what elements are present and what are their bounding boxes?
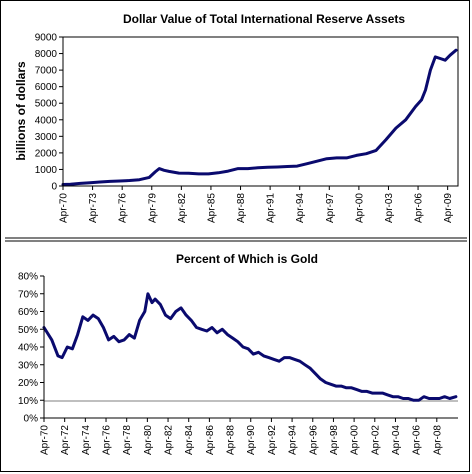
y-tick-label: 1000 — [35, 165, 58, 176]
chart-bottom: Percent of Which is Gold 0% 10% 20% 30% 40% 5… — [18, 252, 458, 455]
x-tick-label: Apr-70 — [40, 425, 51, 455]
chart-top-ylabel: billions of dollars — [14, 61, 28, 161]
y-tick-label: 70% — [18, 289, 38, 300]
y-tick-label: 4000 — [35, 115, 58, 126]
y-tick-label: 80% — [18, 272, 38, 283]
y-tick-label: 9000 — [35, 33, 58, 44]
x-tick-label: Apr-04 — [391, 425, 402, 455]
chart-top-plot-area — [62, 36, 459, 187]
x-tick-label: Apr-90 — [246, 425, 257, 455]
x-tick-label: Apr-82 — [177, 193, 188, 223]
y-tick-label: 10% — [18, 396, 38, 407]
x-tick-label: Apr-72 — [60, 425, 71, 455]
x-tick-label: Apr-91 — [266, 193, 277, 223]
chart-top-y-ticks: 0 1000 2000 3000 4000 5000 6000 7000 8000 9000 — [35, 33, 63, 193]
y-tick-label: 0% — [24, 414, 39, 425]
y-tick-label: 7000 — [35, 66, 58, 77]
x-tick-label: Apr-06 — [412, 425, 423, 455]
x-tick-label: Apr-78 — [122, 425, 133, 455]
chart-bottom-y-ticks: 0% 10% 20% 30% 40% 50% 60% 70% 80% — [18, 272, 44, 425]
x-tick-label: Apr-86 — [205, 425, 216, 455]
x-tick-label: Apr-76 — [102, 425, 113, 455]
x-tick-label: Apr-70 — [59, 193, 70, 223]
x-tick-label: Apr-06 — [414, 193, 425, 223]
x-tick-label: Apr-94 — [295, 193, 306, 223]
y-tick-label: 50% — [18, 325, 38, 336]
x-tick-label: Apr-97 — [325, 193, 336, 223]
x-tick-label: Apr-98 — [329, 425, 340, 455]
x-tick-label: Apr-92 — [267, 425, 278, 455]
chart-top: Dollar Value of Total International Rese… — [14, 12, 459, 223]
x-tick-label: Apr-85 — [206, 193, 217, 223]
chart-top-series-line — [61, 48, 458, 186]
y-tick-label: 6000 — [35, 82, 58, 93]
x-tick-label: Apr-74 — [81, 425, 92, 455]
chart-bottom-title: Percent of Which is Gold — [176, 252, 318, 266]
y-tick-label: 2000 — [35, 148, 58, 159]
x-tick-label: Apr-84 — [184, 425, 195, 455]
y-tick-label: 20% — [18, 378, 38, 389]
chart-bottom-x-ticks: Apr-70 Apr-72 Apr-74 Apr-76 Apr-78 Apr-80 Apr-… — [40, 418, 443, 455]
y-tick-label: 0 — [51, 182, 57, 193]
x-tick-label: Apr-80 — [143, 425, 154, 455]
chart-bottom-series-line — [42, 292, 458, 402]
x-tick-label: Apr-03 — [384, 193, 395, 223]
x-tick-label: Apr-00 — [354, 193, 365, 223]
x-tick-label: Apr-09 — [443, 193, 454, 223]
x-tick-label: Apr-76 — [118, 193, 129, 223]
x-tick-label: Apr-88 — [236, 193, 247, 223]
x-tick-label: Apr-79 — [147, 193, 158, 223]
x-tick-label: Apr-96 — [308, 425, 319, 455]
y-tick-label: 40% — [18, 343, 38, 354]
y-tick-label: 60% — [18, 307, 38, 318]
y-tick-label: 30% — [18, 360, 38, 371]
x-tick-label: Apr-02 — [370, 425, 381, 455]
chart-top-title: Dollar Value of Total International Rese… — [123, 12, 405, 26]
x-tick-label: Apr-00 — [350, 425, 361, 455]
x-tick-label: Apr-88 — [226, 425, 237, 455]
x-tick-label: Apr-82 — [164, 425, 175, 455]
y-tick-label: 3000 — [35, 132, 58, 143]
x-tick-label: Apr-94 — [288, 425, 299, 455]
chart-top-x-ticks: Apr-70 Apr-73 Apr-76 Apr-79 Apr-82 Apr-85 Apr-… — [59, 186, 454, 223]
y-tick-label: 5000 — [35, 99, 58, 110]
x-tick-label: Apr-08 — [432, 425, 443, 455]
x-tick-label: Apr-73 — [88, 193, 99, 223]
y-tick-label: 8000 — [35, 49, 58, 60]
